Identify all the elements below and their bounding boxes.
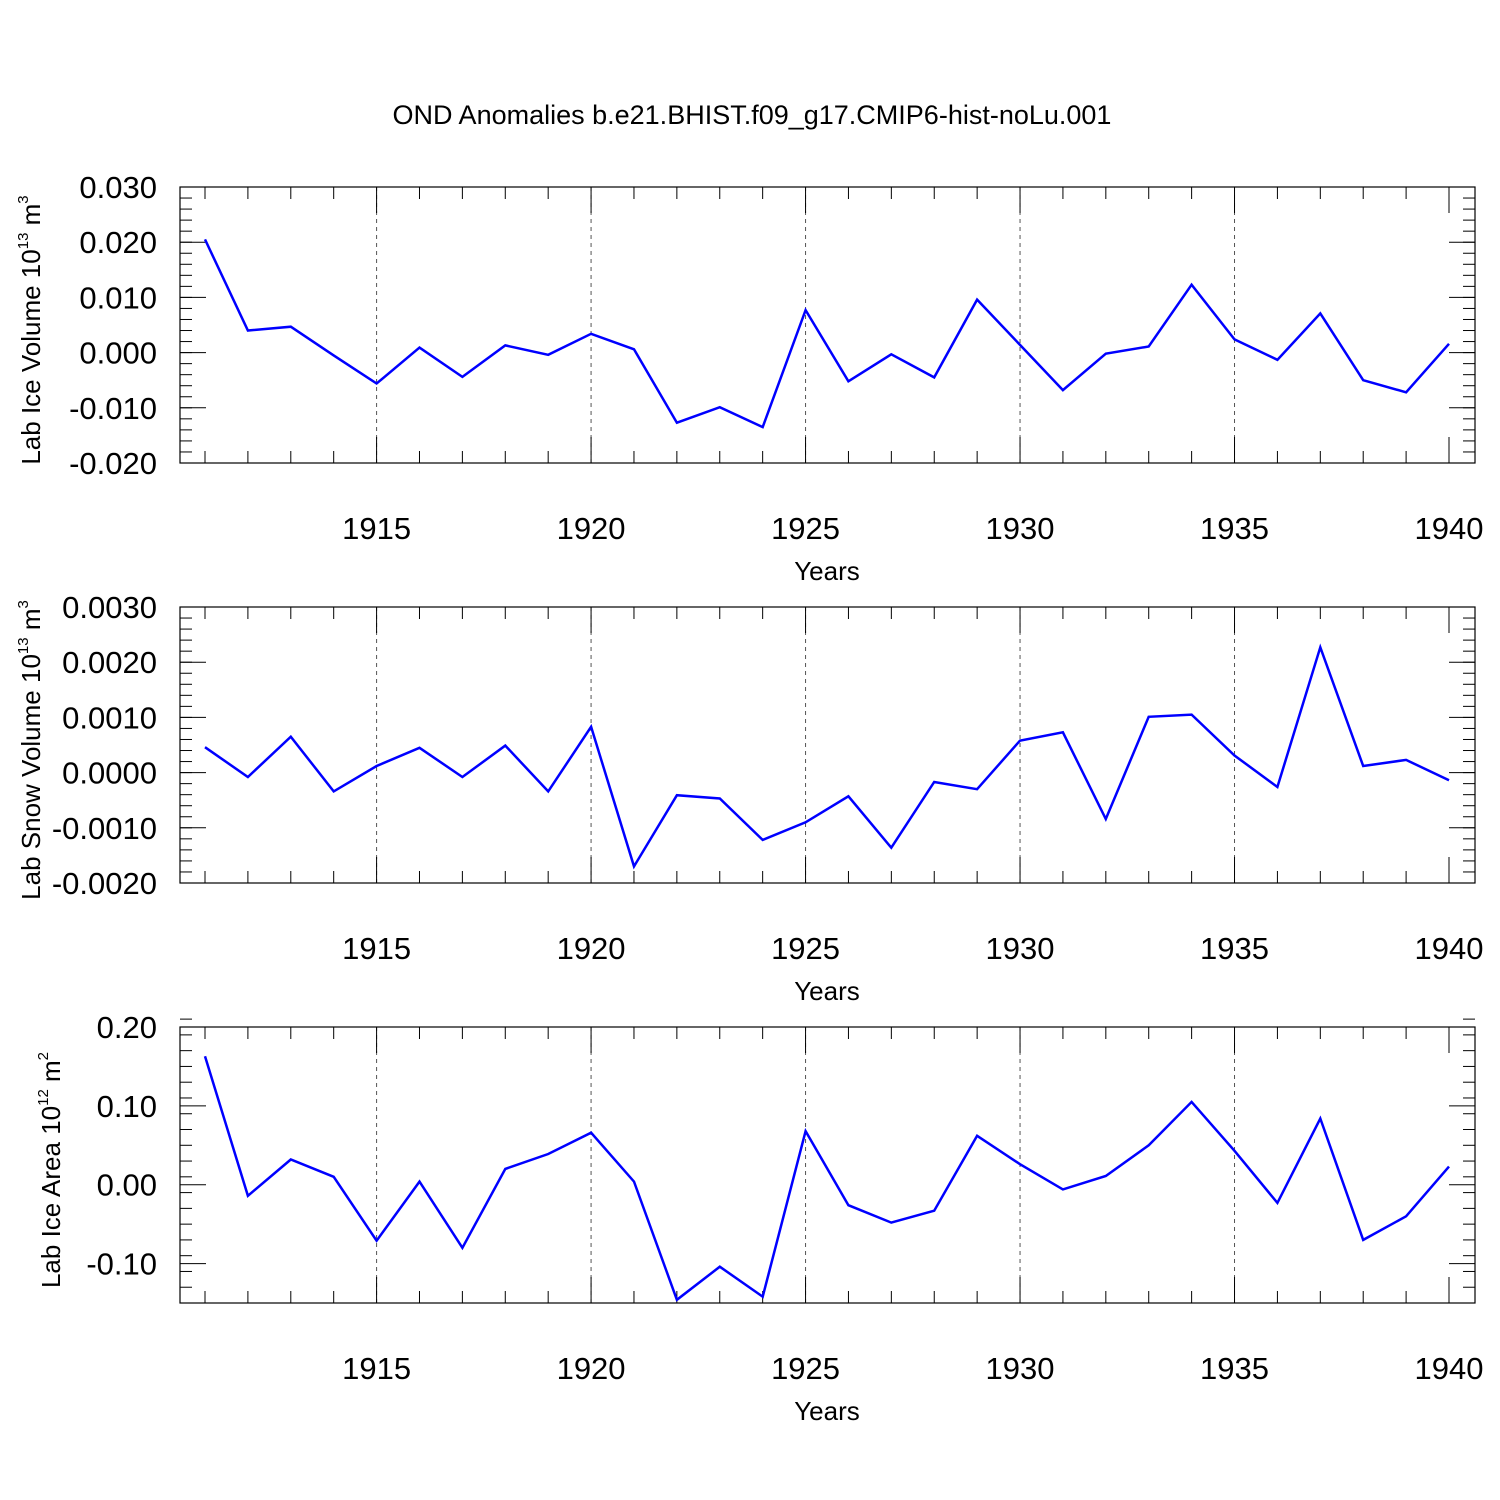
x-tick-label: 1930 — [986, 931, 1055, 966]
x-tick-label: 1925 — [771, 511, 840, 546]
series-line — [203, 238, 1450, 429]
x-tick-label: 1915 — [342, 511, 411, 546]
x-axis-label: Years — [794, 976, 860, 1006]
y-tick-label: -0.020 — [69, 446, 157, 481]
x-tick-label: 1935 — [1200, 511, 1269, 546]
series-line — [203, 1055, 1450, 1302]
y-tick-label: 0.030 — [79, 170, 157, 205]
y-tick-label: -0.10 — [86, 1247, 157, 1282]
y-tick-label: 0.010 — [79, 280, 157, 315]
y-tick-label: 0.000 — [79, 336, 157, 371]
series-line — [204, 643, 1450, 870]
y-tick-label: 0.0010 — [62, 700, 157, 735]
y-axis-label: Lab Ice Area 1012 m2 — [35, 1052, 66, 1288]
x-tick-label: 1925 — [771, 1351, 840, 1386]
x-tick-label: 1925 — [771, 931, 840, 966]
x-tick-label: 1920 — [557, 511, 626, 546]
y-axis-label: Lab Snow Volume 1013 m3 — [15, 600, 46, 900]
x-tick-label: 1920 — [557, 1351, 626, 1386]
chart-title: OND Anomalies b.e21.BHIST.f09_g17.CMIP6-… — [393, 100, 1112, 130]
y-tick-label: -0.0020 — [52, 866, 157, 901]
x-tick-label: 1940 — [1415, 511, 1484, 546]
y-axis-label: Lab Ice Volume 1013 m3 — [15, 195, 46, 464]
x-axis-label: Years — [794, 556, 860, 586]
panel-3: -0.10 0.00 0.10 0.20 1915 1920 1925 1930 1935 194… — [35, 1010, 1483, 1426]
y-tick-label: 0.0000 — [62, 756, 157, 791]
plot-frame — [179, 186, 1476, 464]
x-tick-label: 1920 — [557, 931, 626, 966]
x-tick-label: 1935 — [1200, 931, 1269, 966]
x-tick-label: 1940 — [1415, 931, 1484, 966]
x-axis-label: Years — [794, 1396, 860, 1426]
x-tick-label: 1940 — [1415, 1351, 1484, 1386]
y-tick-label: -0.0010 — [52, 811, 157, 846]
plot-frame — [179, 606, 1476, 884]
y-tick-label: 0.20 — [97, 1010, 157, 1045]
y-tick-label: 0.00 — [97, 1168, 157, 1203]
y-tick-label: -0.010 — [69, 391, 157, 426]
x-tick-label: 1930 — [986, 511, 1055, 546]
x-tick-label: 1915 — [342, 931, 411, 966]
panel-2: -0.0020 -0.0010 0.0000 0.0010 0.0020 0.0030 19… — [15, 590, 1483, 1006]
x-tick-label: 1915 — [342, 1351, 411, 1386]
y-tick-label: 0.10 — [97, 1089, 157, 1124]
y-tick-label: 0.0030 — [62, 590, 157, 625]
x-tick-label: 1930 — [986, 1351, 1055, 1386]
y-tick-label: 0.020 — [79, 225, 157, 260]
x-tick-label: 1935 — [1200, 1351, 1269, 1386]
y-tick-label: 0.0020 — [62, 645, 157, 680]
plot-frame — [179, 1026, 1476, 1304]
chart-panels: -0.020 -0.010 0.000 0.010 0.020 0.030 1915 1920… — [15, 170, 1483, 1426]
panel-1: -0.020 -0.010 0.000 0.010 0.020 0.030 1915 1920… — [15, 170, 1483, 586]
